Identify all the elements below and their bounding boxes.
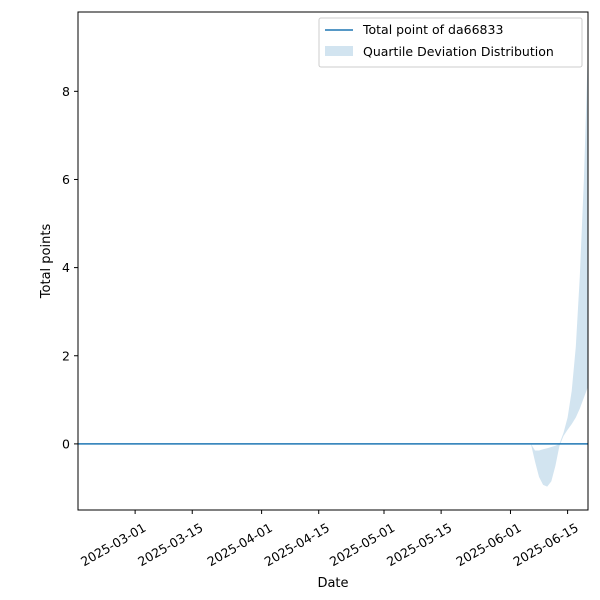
y-tick-label: 0 [62,436,70,451]
legend-band-swatch [325,46,353,56]
y-axis-label: Total points [39,224,54,300]
x-axis-label: Date [317,576,348,591]
legend-label-band: Quartile Deviation Distribution [363,44,554,59]
x-axis-ticks: 2025-03-012025-03-152025-04-012025-04-15… [78,510,581,569]
y-tick-label: 2 [62,348,70,363]
y-tick-label: 4 [62,260,70,275]
x-tick-label: 2025-03-15 [135,520,205,569]
x-tick-label: 2025-06-15 [510,520,580,569]
plot-frame [77,11,589,511]
legend: Total point of da66833 Quartile Deviatio… [318,17,583,68]
y-tick-label: 6 [62,172,70,187]
y-axis-ticks: 0 2 4 6 8 [62,84,78,451]
y-tick-label: 8 [62,84,70,99]
legend-label-line: Total point of da66833 [362,22,503,37]
band-layer [530,47,588,487]
legend-box [318,17,583,68]
x-tick-label: 2025-04-15 [262,520,332,569]
quartile-band [530,47,588,487]
x-tick-label: 2025-05-15 [384,520,454,569]
